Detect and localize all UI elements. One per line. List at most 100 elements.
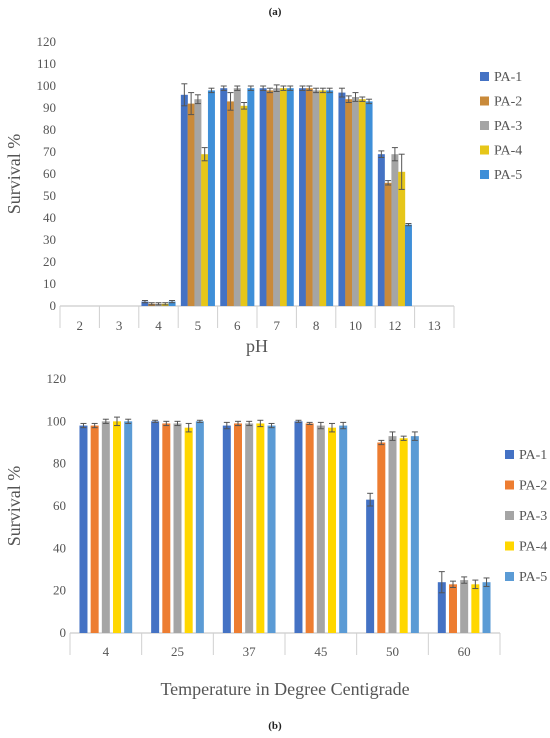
legend-label: PA-3: [494, 119, 522, 134]
bar: [233, 88, 241, 306]
y-tick-label: 100: [37, 78, 57, 93]
bar: [316, 425, 325, 633]
bar: [259, 88, 267, 306]
x-tick-label: 25: [171, 644, 184, 659]
x-tick-label: 4: [155, 318, 162, 333]
y-tick-label: 110: [37, 56, 56, 71]
x-tick-label: 3: [116, 318, 123, 333]
y-tick-label: 40: [43, 210, 56, 225]
bar: [245, 423, 254, 633]
bar: [101, 421, 110, 633]
bar: [437, 582, 446, 633]
bar: [482, 582, 491, 633]
bar: [358, 99, 366, 306]
legend-swatch: [480, 170, 489, 179]
bar: [113, 421, 122, 633]
bar: [286, 88, 294, 306]
x-tick-label: 10: [349, 318, 362, 333]
y-tick-label: 90: [43, 100, 56, 115]
legend-label: PA-1: [519, 448, 547, 463]
bar: [168, 301, 176, 306]
bar: [365, 101, 373, 307]
legend-swatch: [480, 121, 489, 130]
x-tick-label: 60: [458, 644, 471, 659]
legend-label: PA-4: [494, 144, 522, 159]
y-tick-label: 30: [43, 232, 56, 247]
y-tick-label: 60: [43, 166, 56, 181]
bar: [471, 584, 480, 633]
bar: [391, 154, 399, 306]
y-tick-label: 120: [47, 371, 67, 386]
bar: [366, 499, 375, 633]
bar: [299, 88, 307, 306]
bar: [339, 425, 348, 633]
bar: [266, 90, 274, 307]
legend-swatch: [480, 96, 489, 106]
legend-label: PA-3: [519, 509, 547, 524]
legend-swatch: [505, 541, 514, 551]
bar: [151, 421, 160, 633]
y-tick-label: 0: [50, 298, 57, 313]
caption-a: (a): [269, 6, 282, 18]
x-tick-label: 50: [386, 644, 399, 659]
legend-label: PA-5: [519, 570, 547, 585]
x-tick-label: 5: [195, 318, 202, 333]
bar: [345, 99, 353, 306]
caption-b: (b): [268, 720, 282, 732]
bar: [173, 423, 182, 633]
legend-label: PA-4: [519, 540, 547, 555]
bar: [404, 224, 412, 306]
bar: [399, 438, 408, 633]
bar: [195, 421, 204, 633]
bar: [184, 427, 193, 633]
bar: [338, 92, 346, 306]
x-tick-label: 6: [234, 318, 241, 333]
legend-swatch: [480, 145, 489, 155]
y-tick-label: 40: [53, 540, 66, 555]
bar: [273, 88, 281, 306]
legend-label: PA-2: [519, 479, 547, 494]
bar: [352, 97, 359, 306]
bar: [240, 105, 248, 306]
bar: [398, 171, 406, 306]
y-tick-label: 80: [43, 122, 56, 137]
legend-swatch: [480, 72, 489, 81]
bar: [312, 90, 320, 307]
legend-label: PA-2: [494, 95, 522, 110]
y-tick-label: 0: [60, 625, 67, 640]
bar: [326, 90, 334, 307]
bar: [233, 423, 242, 633]
legend-swatch: [505, 572, 514, 581]
bar: [162, 423, 171, 633]
legend-swatch: [505, 450, 514, 459]
bar: [410, 436, 419, 633]
chart-a: 0 10 20 30 40 50 60 70 80 90 100 110 120 2 3 4 5 6 7 8 10 12 1…: [4, 34, 522, 356]
bar: [319, 90, 327, 307]
bar: [247, 88, 255, 306]
y-tick-label: 50: [43, 188, 56, 203]
chart-b: 0 20 40 60 80 100 120 4 25 37 45 50 60 Temperature in…: [4, 371, 547, 699]
x-tick-label: 45: [314, 644, 327, 659]
y-tick-label: 20: [53, 583, 66, 598]
bar: [305, 423, 314, 633]
bar: [124, 421, 133, 633]
bar: [227, 101, 235, 307]
bar: [207, 90, 215, 307]
x-tick-label: 4: [103, 644, 110, 659]
x-tick-label: 7: [273, 318, 280, 333]
bar: [180, 94, 188, 306]
y-tick-label: 100: [47, 413, 67, 428]
x-tick-label: 37: [243, 644, 257, 659]
bar: [384, 182, 392, 306]
y-tick-label: 10: [43, 276, 56, 291]
bar: [90, 425, 99, 633]
bar: [377, 442, 386, 633]
y-tick-label: 60: [53, 498, 66, 513]
bar: [256, 423, 265, 633]
bar: [377, 154, 385, 306]
legend-swatch: [505, 511, 514, 520]
y-tick-label: 20: [43, 254, 56, 269]
x-axis-title: pH: [246, 336, 268, 356]
x-tick-label: 2: [76, 318, 83, 333]
